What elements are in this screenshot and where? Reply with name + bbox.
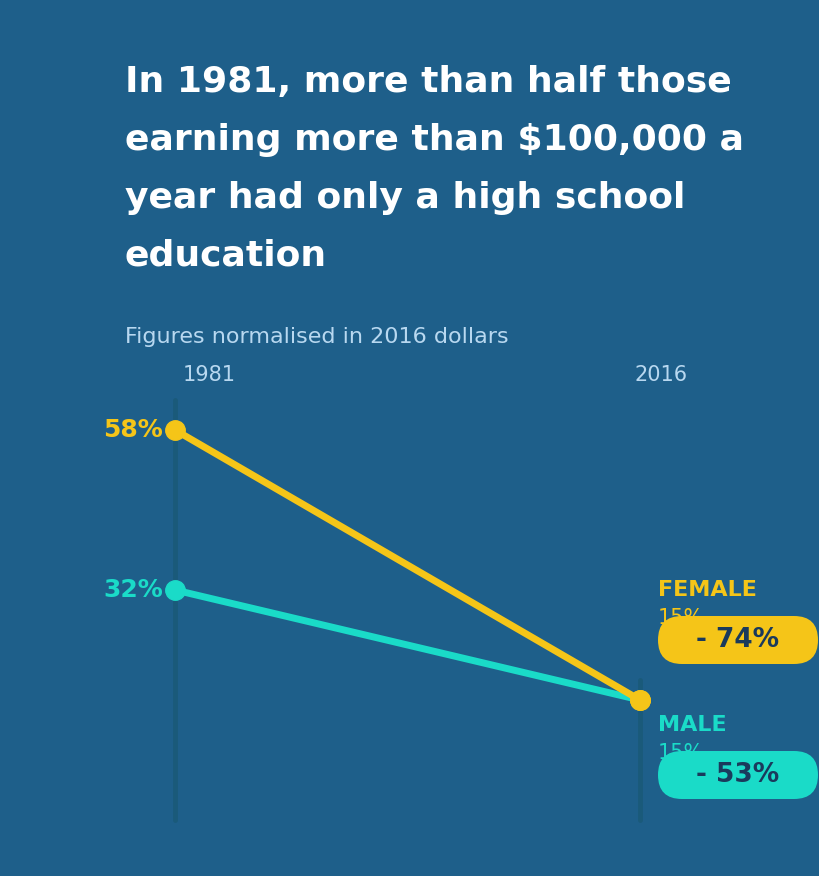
Text: education: education: [124, 239, 327, 273]
Text: 58%: 58%: [103, 418, 163, 442]
Text: In 1981, more than half those: In 1981, more than half those: [124, 65, 731, 99]
Text: Figures normalised in 2016 dollars: Figures normalised in 2016 dollars: [124, 327, 508, 347]
Text: year had only a high school: year had only a high school: [124, 181, 685, 215]
Text: 2016: 2016: [634, 365, 687, 385]
Text: - 53%: - 53%: [695, 762, 779, 788]
Text: 32%: 32%: [103, 578, 163, 602]
Text: 15%: 15%: [657, 608, 704, 628]
Text: 1981: 1981: [183, 365, 236, 385]
Text: 15%: 15%: [657, 743, 704, 763]
FancyBboxPatch shape: [657, 751, 817, 799]
Text: MALE: MALE: [657, 715, 726, 735]
Text: FEMALE: FEMALE: [657, 580, 756, 600]
FancyBboxPatch shape: [657, 616, 817, 664]
Text: - 74%: - 74%: [695, 627, 779, 653]
Text: earning more than $100,000 a: earning more than $100,000 a: [124, 123, 743, 157]
